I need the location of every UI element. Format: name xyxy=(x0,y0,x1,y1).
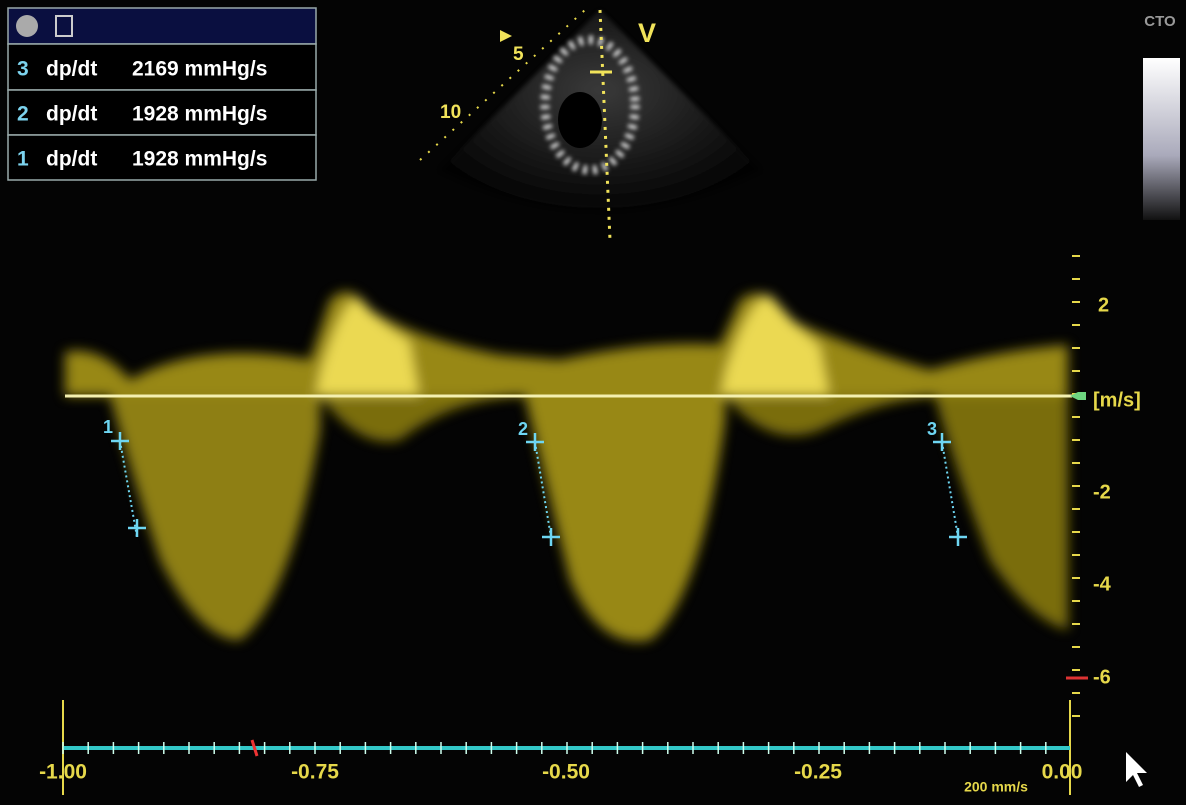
velocity-tick-label: -6 xyxy=(1093,666,1111,688)
row-box xyxy=(7,89,317,136)
depth-mark: 5 xyxy=(513,44,524,65)
time-marker xyxy=(250,739,259,757)
measurement-index: 2 xyxy=(17,103,29,126)
time-tick-label: -0.25 xyxy=(794,761,842,784)
time-axis-ticks xyxy=(62,742,1047,754)
marker-label: 1 xyxy=(103,417,113,437)
marker-line xyxy=(119,440,959,538)
marker-label: 2 xyxy=(518,419,528,439)
cursor-line xyxy=(598,9,612,241)
measurement-panel: 3 dp/dt 2169 mmHg/s 2 dp/dt 1928 mmHg/s … xyxy=(7,7,317,181)
orientation-marker xyxy=(500,30,512,42)
measurement-label: dp/dt xyxy=(46,148,97,171)
sweep-speed: 200 mm/s xyxy=(964,779,1028,795)
heart-echo xyxy=(540,35,640,175)
velocity-axis xyxy=(1072,255,1080,717)
grid-icon[interactable] xyxy=(55,15,73,37)
row-box xyxy=(7,134,317,181)
scale-label: CTO xyxy=(1144,13,1176,30)
marker-label: 3 xyxy=(927,419,937,439)
mode-label: V xyxy=(638,18,656,48)
measurement-index: 1 xyxy=(17,148,29,171)
measurement-value: 2169 mmHg/s xyxy=(132,58,267,81)
time-tick-label: -0.75 xyxy=(291,761,339,784)
record-icon[interactable] xyxy=(16,15,38,37)
time-tick-label: 0.00 xyxy=(1042,761,1083,784)
markers xyxy=(111,432,967,546)
mouse-cursor xyxy=(1126,752,1147,787)
time-tick-label: -0.50 xyxy=(542,761,590,784)
measurement-value: 1928 mmHg/s xyxy=(132,103,267,126)
gray-scale-bar xyxy=(1143,58,1180,220)
toolbar xyxy=(7,7,317,45)
baseline-handle[interactable] xyxy=(1070,392,1086,400)
velocity-unit: [m/s] xyxy=(1093,389,1141,411)
chamber xyxy=(558,92,602,148)
velocity-tick-label: 2 xyxy=(1098,294,1109,316)
spectrum xyxy=(65,292,1068,642)
time-tick-label: -1.00 xyxy=(39,761,87,784)
measurement-label: dp/dt xyxy=(46,58,97,81)
measurement-label: dp/dt xyxy=(46,103,97,126)
velocity-tick-label: -4 xyxy=(1093,573,1112,595)
measurement-value: 1928 mmHg/s xyxy=(132,148,267,171)
depth-scale xyxy=(419,9,586,161)
measurement-index: 3 xyxy=(17,58,29,81)
row-box xyxy=(7,43,317,91)
sector-image: 5 10 V xyxy=(419,9,760,241)
depth-mark: 10 xyxy=(440,102,461,123)
velocity-tick-label: -2 xyxy=(1093,481,1111,503)
